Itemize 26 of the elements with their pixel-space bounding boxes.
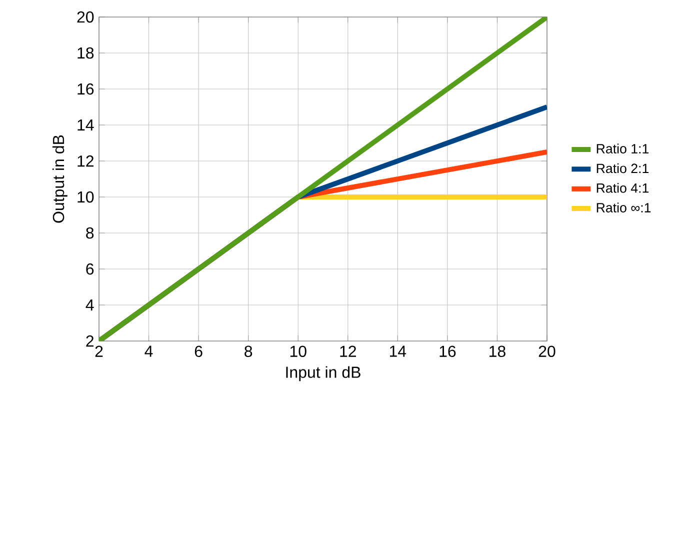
y-tick-label: 6 [86, 263, 94, 275]
x-tick-label: 10 [290, 346, 306, 358]
x-tick-label: 14 [390, 346, 406, 357]
x-tick-label: 12 [340, 346, 356, 357]
y-tick-label: 16 [78, 83, 94, 95]
y-tick-label: 4 [86, 299, 94, 310]
y-tick-label: 10 [78, 191, 94, 203]
x-axis-title: Input in dB [286, 366, 360, 382]
x-tick-label: 16 [440, 346, 456, 358]
legend-label: Ratio 4:1 [596, 182, 649, 193]
x-tick-label: 2 [95, 346, 103, 357]
y-tick-label: 18 [78, 47, 94, 59]
legend-label: Ratio 2:1 [596, 163, 649, 174]
x-tick-label: 6 [194, 346, 202, 358]
x-tick-label: 8 [244, 346, 252, 358]
y-tick-label: 2 [86, 335, 94, 347]
y-tick-label: 20 [77, 11, 94, 23]
x-tick-label: 20 [538, 346, 556, 358]
x-tick-label: 4 [144, 346, 153, 357]
y-tick-label: 12 [78, 155, 94, 167]
legend-label: Ratio ∞:1 [596, 202, 651, 212]
y-axis-title: Output in dB [52, 135, 68, 223]
legend-label: Ratio 1:1 [596, 144, 649, 154]
y-tick-label: 8 [86, 227, 94, 239]
y-tick-label: 14 [78, 120, 94, 130]
x-tick-label: 18 [490, 346, 506, 358]
